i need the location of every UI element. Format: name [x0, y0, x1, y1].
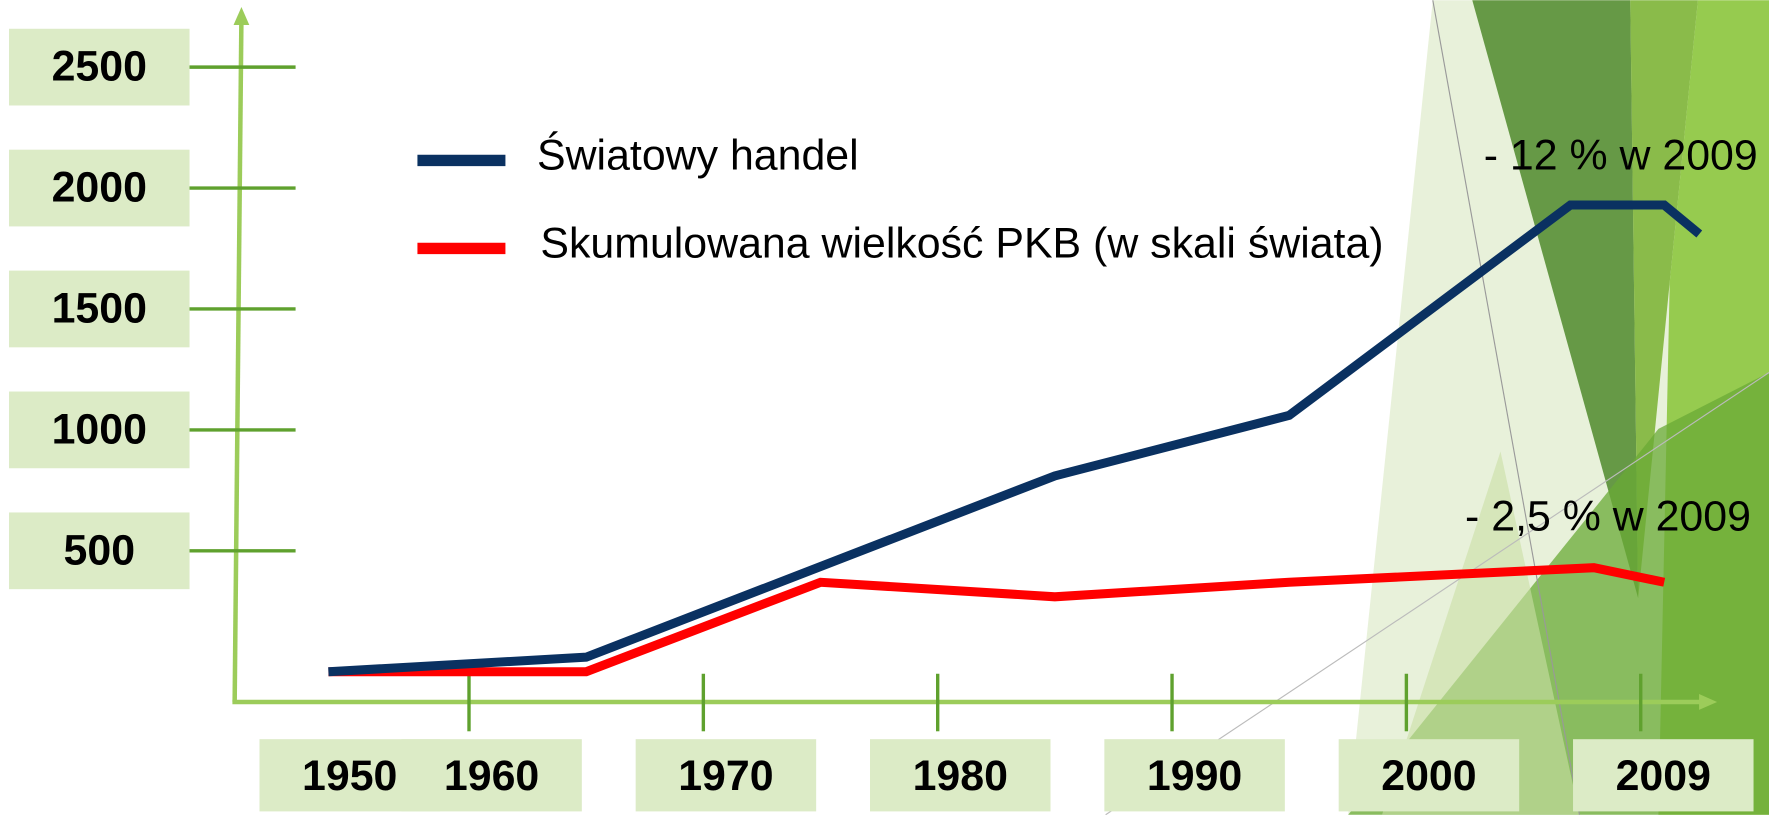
- x-tick-box: [1573, 739, 1754, 812]
- x-tick-label: 1980: [913, 752, 1008, 800]
- y-tick-box: [9, 391, 190, 469]
- y-tick-label: 1500: [52, 285, 147, 333]
- axes: [232, 6, 1718, 710]
- annotation: - 12 % w 2009: [1484, 131, 1758, 179]
- x-axis-arrow: [1699, 694, 1718, 710]
- y-tick-label: 2500: [52, 43, 147, 91]
- legend-label: Skumulowana wielkość PKB (w skali świata…: [540, 219, 1383, 267]
- x-tick-label: 2009: [1616, 752, 1711, 800]
- x-tick-label: 2000: [1381, 752, 1476, 800]
- y-tick-box: [9, 270, 190, 348]
- x-tick-label: 1990: [1147, 752, 1242, 800]
- y-tick-box: [9, 149, 190, 227]
- x-tick-label: 1970: [678, 752, 773, 800]
- x-tick-box: [401, 739, 582, 812]
- y-tick-box: [9, 28, 190, 106]
- annotation: - 2,5 % w 2009: [1465, 493, 1751, 541]
- x-tick-label: 1950: [302, 752, 397, 800]
- x-tick-box: [870, 739, 1051, 812]
- y-tick-label: 1000: [52, 405, 147, 453]
- series-line: [328, 563, 1666, 677]
- y-tick-label: 500: [64, 526, 136, 574]
- y-axis-arrow: [233, 6, 250, 26]
- legend-label: Światowy handel: [537, 130, 859, 179]
- x-tick-box: [1104, 739, 1285, 812]
- x-tick-box: [635, 739, 817, 812]
- y-axis: [232, 15, 244, 702]
- y-tick-label: 2000: [52, 164, 147, 212]
- series-line: [328, 200, 1703, 677]
- legend: Światowy handel Skumulowana wielkość PKB …: [417, 130, 1384, 267]
- x-tick-box: [1338, 739, 1520, 812]
- y-tick-box: [9, 512, 190, 590]
- background-decoration: [1105, 0, 1769, 815]
- x-tick-label: 1960: [444, 752, 539, 800]
